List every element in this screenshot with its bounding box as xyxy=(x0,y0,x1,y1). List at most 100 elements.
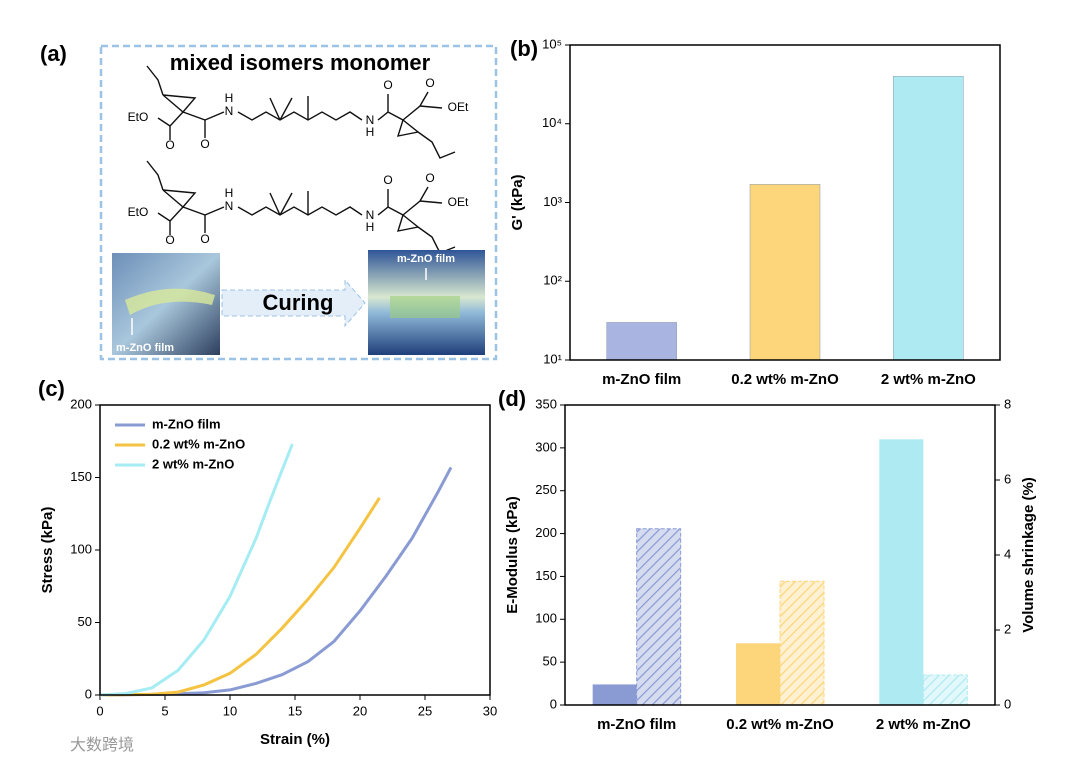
y2-axis-label: Volume shrinkage (%) xyxy=(1020,477,1037,633)
y-tick-label: 50 xyxy=(543,654,557,669)
line-series xyxy=(99,496,381,697)
atom-label: O xyxy=(165,233,174,247)
atom-label: OEt xyxy=(448,195,469,209)
atom-label: H xyxy=(366,125,375,139)
bond xyxy=(204,111,225,121)
atom-label: H xyxy=(225,186,234,200)
atom-label: O xyxy=(425,171,434,185)
axis-frame xyxy=(569,44,1001,361)
atom-label: O xyxy=(200,137,209,151)
x-tick-label: 0 xyxy=(96,703,103,718)
film-label: m-ZnO film xyxy=(397,253,455,265)
x-tick-label: 2 wt% m-ZnO xyxy=(876,716,971,733)
bar xyxy=(922,674,968,706)
bond xyxy=(237,111,363,121)
atom-label: OEt xyxy=(448,100,469,114)
y-tick-label: 0 xyxy=(550,696,557,711)
x-tick-label: m-ZnO film xyxy=(602,371,681,388)
atom-label: O xyxy=(383,173,392,187)
film xyxy=(390,296,460,318)
atom-label: N xyxy=(225,199,234,213)
atom-label: EtO xyxy=(128,205,149,219)
y-tick-label: 200 xyxy=(535,525,557,540)
y-axis-label: E-Modulus (kPa) xyxy=(504,496,521,614)
y-tick-label: 300 xyxy=(535,439,557,454)
bond xyxy=(157,117,171,127)
y-tick-label: 100 xyxy=(70,541,92,556)
x-tick-label: 5 xyxy=(161,703,168,718)
bond xyxy=(182,206,206,233)
bond xyxy=(169,111,184,140)
bond xyxy=(377,94,389,121)
y-tick-label: 0 xyxy=(85,686,92,701)
bond xyxy=(419,105,443,109)
bond xyxy=(417,226,456,254)
atom-label: O xyxy=(425,76,434,90)
step-label: Curing xyxy=(263,290,334,315)
legend-label: m-ZnO film xyxy=(152,416,221,431)
x-tick-label: m-ZnO film xyxy=(597,716,676,733)
y-tick-label: 150 xyxy=(535,568,557,583)
bond xyxy=(269,97,281,121)
line-series xyxy=(99,466,453,697)
bond xyxy=(419,200,443,204)
atom-label: N xyxy=(366,208,375,222)
y-tick-label: 100 xyxy=(535,611,557,626)
atom-label: EtO xyxy=(128,110,149,124)
bar xyxy=(779,580,825,706)
y-tick-label: 50 xyxy=(78,614,92,629)
panel-label: (d) xyxy=(498,386,526,411)
panel-title: mixed isomers monomer xyxy=(170,50,431,75)
y-tick-label: 10² xyxy=(543,273,562,288)
curing-arrow xyxy=(221,278,366,328)
x-tick-label: 0.2 wt% m-ZnO xyxy=(726,716,834,733)
bond xyxy=(146,160,164,191)
y-tick-label: 150 xyxy=(70,469,92,484)
x-tick-label: 15 xyxy=(288,703,302,718)
axis-frame xyxy=(99,404,491,696)
y-axis-label: G' (kPa) xyxy=(509,174,526,230)
bond xyxy=(169,206,184,235)
bond xyxy=(377,189,389,216)
dashed-frame xyxy=(99,44,498,361)
x-tick-label: 2 wt% m-ZnO xyxy=(881,371,976,388)
y2-tick-label: 8 xyxy=(1004,396,1011,411)
panel-label: (a) xyxy=(40,41,67,66)
y-axis-label: Stress (kPa) xyxy=(39,507,56,594)
x-tick-label: 30 xyxy=(483,703,497,718)
bond xyxy=(146,65,164,96)
bar xyxy=(749,184,821,361)
bond xyxy=(269,192,281,216)
panel-label: (b) xyxy=(510,36,538,61)
bond xyxy=(279,192,293,216)
bar xyxy=(736,643,780,705)
bar xyxy=(606,322,677,361)
atom-label: H xyxy=(366,220,375,234)
watermark: 大数跨境 xyxy=(70,735,134,754)
x-tick-label: 20 xyxy=(353,703,367,718)
y2-tick-label: 2 xyxy=(1004,621,1011,636)
molecules xyxy=(146,65,456,254)
bond xyxy=(279,97,293,121)
x-tick-label: 10 xyxy=(223,703,237,718)
y2-tick-label: 4 xyxy=(1004,546,1011,561)
bar xyxy=(893,76,964,361)
bond xyxy=(237,206,363,216)
x-tick-label: 25 xyxy=(418,703,432,718)
bond xyxy=(162,189,197,208)
atom-label: O xyxy=(383,78,392,92)
y2-tick-label: 6 xyxy=(1004,471,1011,486)
x-axis-label: Strain (%) xyxy=(260,731,330,748)
y-tick-label: 10³ xyxy=(543,194,562,209)
atom-label: O xyxy=(200,232,209,246)
bond xyxy=(387,206,420,232)
bond xyxy=(182,111,206,138)
atom-label: O xyxy=(165,138,174,152)
line-series xyxy=(99,443,294,697)
y2-tick-label: 0 xyxy=(1004,696,1011,711)
film-label: m-ZnO film xyxy=(116,342,174,354)
atom-label: N xyxy=(225,104,234,118)
film xyxy=(125,288,215,315)
y-tick-label: 250 xyxy=(535,482,557,497)
